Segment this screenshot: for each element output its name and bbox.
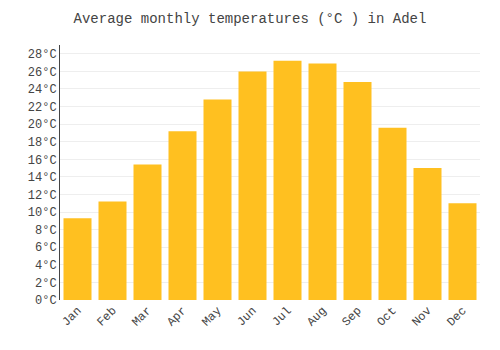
- svg-text:4°C: 4°C: [35, 259, 57, 273]
- svg-text:2°C: 2°C: [35, 277, 57, 291]
- svg-text:Feb: Feb: [94, 304, 119, 329]
- svg-text:Mar: Mar: [129, 304, 154, 329]
- svg-text:24°C: 24°C: [28, 83, 57, 97]
- svg-text:Oct: Oct: [374, 304, 399, 329]
- svg-text:8°C: 8°C: [35, 224, 57, 238]
- svg-text:22°C: 22°C: [28, 101, 57, 115]
- svg-text:28°C: 28°C: [28, 48, 57, 62]
- svg-text:0°C: 0°C: [35, 294, 57, 308]
- svg-text:18°C: 18°C: [28, 136, 57, 150]
- svg-text:Apr: Apr: [164, 304, 189, 329]
- svg-text:6°C: 6°C: [35, 241, 57, 255]
- svg-text:10°C: 10°C: [28, 206, 57, 220]
- svg-text:Jul: Jul: [269, 304, 294, 329]
- svg-text:26°C: 26°C: [28, 66, 57, 80]
- svg-text:Sep: Sep: [339, 304, 364, 329]
- svg-text:12°C: 12°C: [28, 189, 57, 203]
- svg-text:Average monthly temperatures (: Average monthly temperatures (°C ) in Ad…: [74, 11, 427, 27]
- svg-text:May: May: [199, 304, 224, 329]
- svg-text:14°C: 14°C: [28, 171, 57, 185]
- svg-text:20°C: 20°C: [28, 118, 57, 132]
- svg-text:Nov: Nov: [409, 304, 434, 329]
- svg-text:16°C: 16°C: [28, 154, 57, 168]
- svg-text:Jan: Jan: [59, 304, 84, 329]
- svg-text:Aug: Aug: [304, 304, 329, 329]
- svg-text:Jun: Jun: [234, 304, 259, 329]
- svg-text:Dec: Dec: [444, 304, 469, 329]
